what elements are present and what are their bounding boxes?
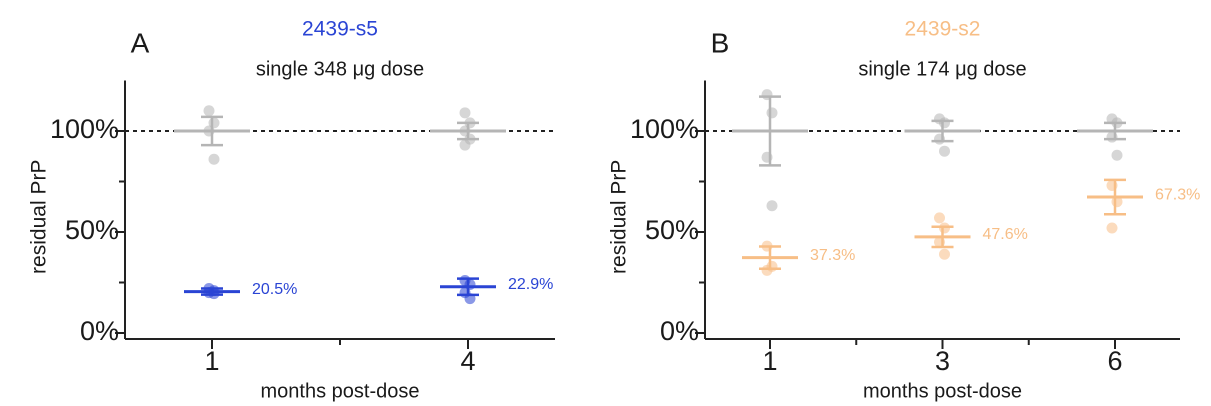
y-tick-label: 100% <box>630 114 699 144</box>
value-label: 22.9% <box>508 276 553 293</box>
y-axis-label: residual PrP <box>28 160 51 274</box>
panel-letter: B <box>711 27 730 58</box>
data-point <box>766 107 778 119</box>
value-label: 37.3% <box>810 247 855 264</box>
value-label: 47.6% <box>983 226 1028 243</box>
data-point <box>1106 222 1118 234</box>
y-tick-label: 100% <box>50 114 119 144</box>
x-tick-label: 6 <box>1107 346 1122 376</box>
x-tick-label: 3 <box>935 346 950 376</box>
chart-subtitle: single 174 μg dose <box>858 58 1026 80</box>
y-tick-label: 50% <box>65 215 119 245</box>
x-tick-label: 1 <box>204 346 219 376</box>
data-point <box>1111 149 1123 161</box>
data-point <box>939 117 950 129</box>
y-tick-label: 50% <box>645 215 699 245</box>
x-axis-label: months post-dose <box>863 380 1022 402</box>
data-point <box>939 145 950 157</box>
data-point <box>459 107 471 119</box>
data-point <box>203 105 215 117</box>
value-label: 67.3% <box>1155 186 1200 203</box>
data-point <box>766 200 778 212</box>
x-tick-label: 1 <box>762 346 777 376</box>
data-point <box>208 153 220 165</box>
data-point <box>934 212 945 224</box>
data-point <box>939 248 950 260</box>
y-tick-label: 0% <box>660 316 699 346</box>
chart-title: 2439-s5 <box>302 18 378 41</box>
x-tick-label: 4 <box>460 346 475 376</box>
panel-letter: A <box>131 27 150 58</box>
y-axis-label: residual PrP <box>608 160 631 274</box>
data-point <box>459 139 471 151</box>
chart-title: 2439-s2 <box>905 18 981 41</box>
value-label: 20.5% <box>252 281 297 298</box>
x-axis-label: months post-dose <box>261 380 420 402</box>
chart-subtitle: single 348 μg dose <box>256 58 424 80</box>
y-tick-label: 0% <box>80 316 119 346</box>
